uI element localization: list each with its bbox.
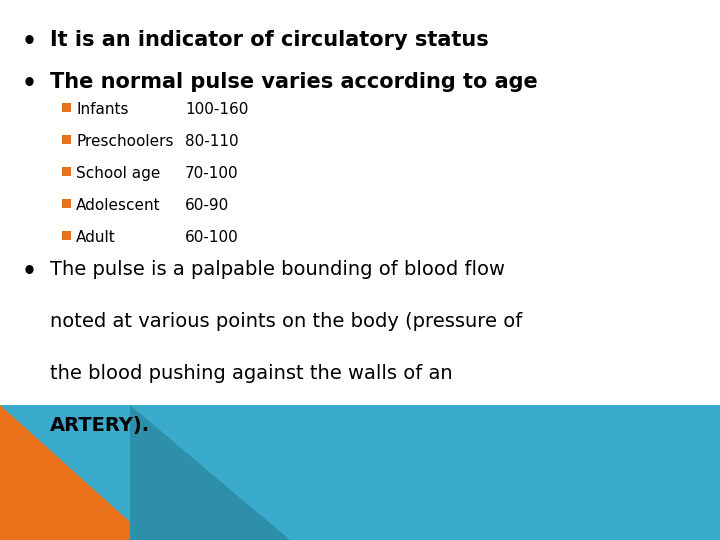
Text: The normal pulse varies according to age: The normal pulse varies according to age	[50, 72, 538, 92]
Bar	[62, 167, 71, 176]
Text: the blood pushing against the walls of an: the blood pushing against the walls of a…	[50, 364, 453, 383]
Text: ARTERY).: ARTERY).	[50, 416, 150, 435]
Text: 80-110: 80-110	[185, 134, 238, 149]
Text: Adolescent: Adolescent	[76, 198, 161, 213]
Polygon shape	[130, 405, 290, 540]
Text: Adult: Adult	[76, 230, 116, 245]
Bar	[62, 103, 71, 112]
Text: 60-90: 60-90	[185, 198, 229, 213]
Text: •: •	[22, 30, 37, 54]
Text: School age: School age	[76, 166, 161, 181]
Text: 60-100: 60-100	[185, 230, 239, 245]
Text: Preschoolers: Preschoolers	[76, 134, 174, 149]
Text: It is an indicator of circulatory status: It is an indicator of circulatory status	[50, 30, 489, 50]
Bar	[62, 135, 71, 144]
Text: 70-100: 70-100	[185, 166, 238, 181]
Text: noted at various points on the body (pressure of: noted at various points on the body (pre…	[50, 312, 522, 331]
Text: •: •	[22, 260, 37, 284]
Text: The pulse is a palpable bounding of blood flow: The pulse is a palpable bounding of bloo…	[50, 260, 505, 279]
Text: 100-160: 100-160	[185, 102, 248, 117]
Text: Infants: Infants	[76, 102, 128, 117]
Bar	[62, 231, 71, 240]
Bar	[62, 199, 71, 208]
Text: •: •	[22, 72, 37, 96]
Polygon shape	[0, 405, 720, 540]
Polygon shape	[0, 405, 150, 540]
